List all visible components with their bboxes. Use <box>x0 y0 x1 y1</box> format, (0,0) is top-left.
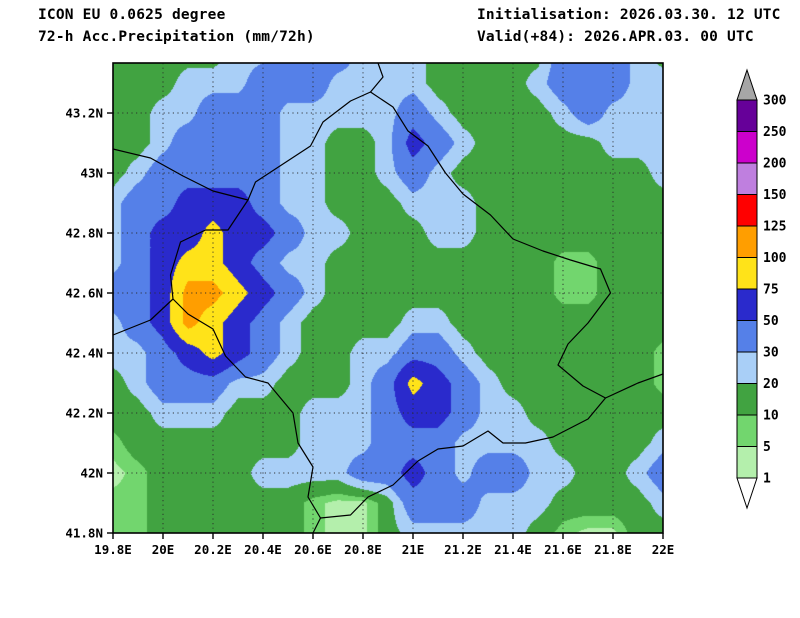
valid-time-label: Valid(+84): 2026.APR.03. 00 UTC <box>477 29 754 45</box>
colorbar-segment <box>736 257 758 290</box>
lat-label: 42.2N <box>65 406 103 421</box>
colorbar-segment <box>736 225 758 258</box>
lon-label: 20E <box>152 542 175 557</box>
colorbar-label: 10 <box>763 409 779 424</box>
colorbar-label: 5 <box>763 440 771 455</box>
colorbar-label: 30 <box>763 346 779 361</box>
colorbar-label: 200 <box>763 157 787 172</box>
lon-label: 19.8E <box>94 542 132 557</box>
parameter-title: 72-h Acc.Precipitation (mm/72h) <box>38 29 315 45</box>
lon-label: 20.2E <box>194 542 232 557</box>
colorbar-over-cap <box>736 68 758 101</box>
colorbar-segment <box>736 320 758 353</box>
init-time-label: Initialisation: 2026.03.30. 12 UTC <box>477 7 781 23</box>
model-title: ICON EU 0.0625 degree <box>38 7 226 23</box>
colorbar-label: 125 <box>763 220 786 235</box>
lat-label: 42.4N <box>65 346 103 361</box>
colorbar-label: 1 <box>763 472 771 487</box>
lon-label: 21E <box>402 542 425 557</box>
lon-label: 22E <box>652 542 675 557</box>
colorbar-label: 75 <box>763 283 779 298</box>
lon-label: 21.2E <box>444 542 482 557</box>
lat-label: 42N <box>80 466 103 481</box>
lon-label: 20.6E <box>294 542 332 557</box>
colorbar-segment <box>736 131 758 164</box>
lon-label: 21.6E <box>544 542 582 557</box>
lat-label: 42.6N <box>65 286 103 301</box>
colorbar-segment <box>736 414 758 447</box>
colorbar <box>736 68 758 510</box>
colorbar-label: 250 <box>763 125 787 140</box>
colorbar-segment <box>736 446 758 479</box>
lon-label: 20.8E <box>344 542 382 557</box>
lon-label: 21.4E <box>494 542 532 557</box>
lat-label: 41.8N <box>65 526 103 541</box>
colorbar-segment <box>736 194 758 227</box>
lat-label: 42.8N <box>65 226 103 241</box>
lat-label: 43.2N <box>65 106 103 121</box>
lat-label: 43N <box>80 166 103 181</box>
colorbar-label: 100 <box>763 251 787 266</box>
colorbar-segment <box>736 162 758 195</box>
colorbar-segment <box>736 99 758 132</box>
colorbar-label: 300 <box>763 94 787 109</box>
colorbar-segment <box>736 383 758 416</box>
colorbar-label: 50 <box>763 314 779 329</box>
colorbar-segment <box>736 351 758 384</box>
precipitation-field-canvas <box>113 63 663 533</box>
colorbar-label: 20 <box>763 377 779 392</box>
colorbar-segment <box>736 288 758 321</box>
colorbar-label: 150 <box>763 188 787 203</box>
lon-label: 20.4E <box>244 542 282 557</box>
lon-label: 21.8E <box>594 542 632 557</box>
colorbar-under-cap <box>736 477 758 510</box>
